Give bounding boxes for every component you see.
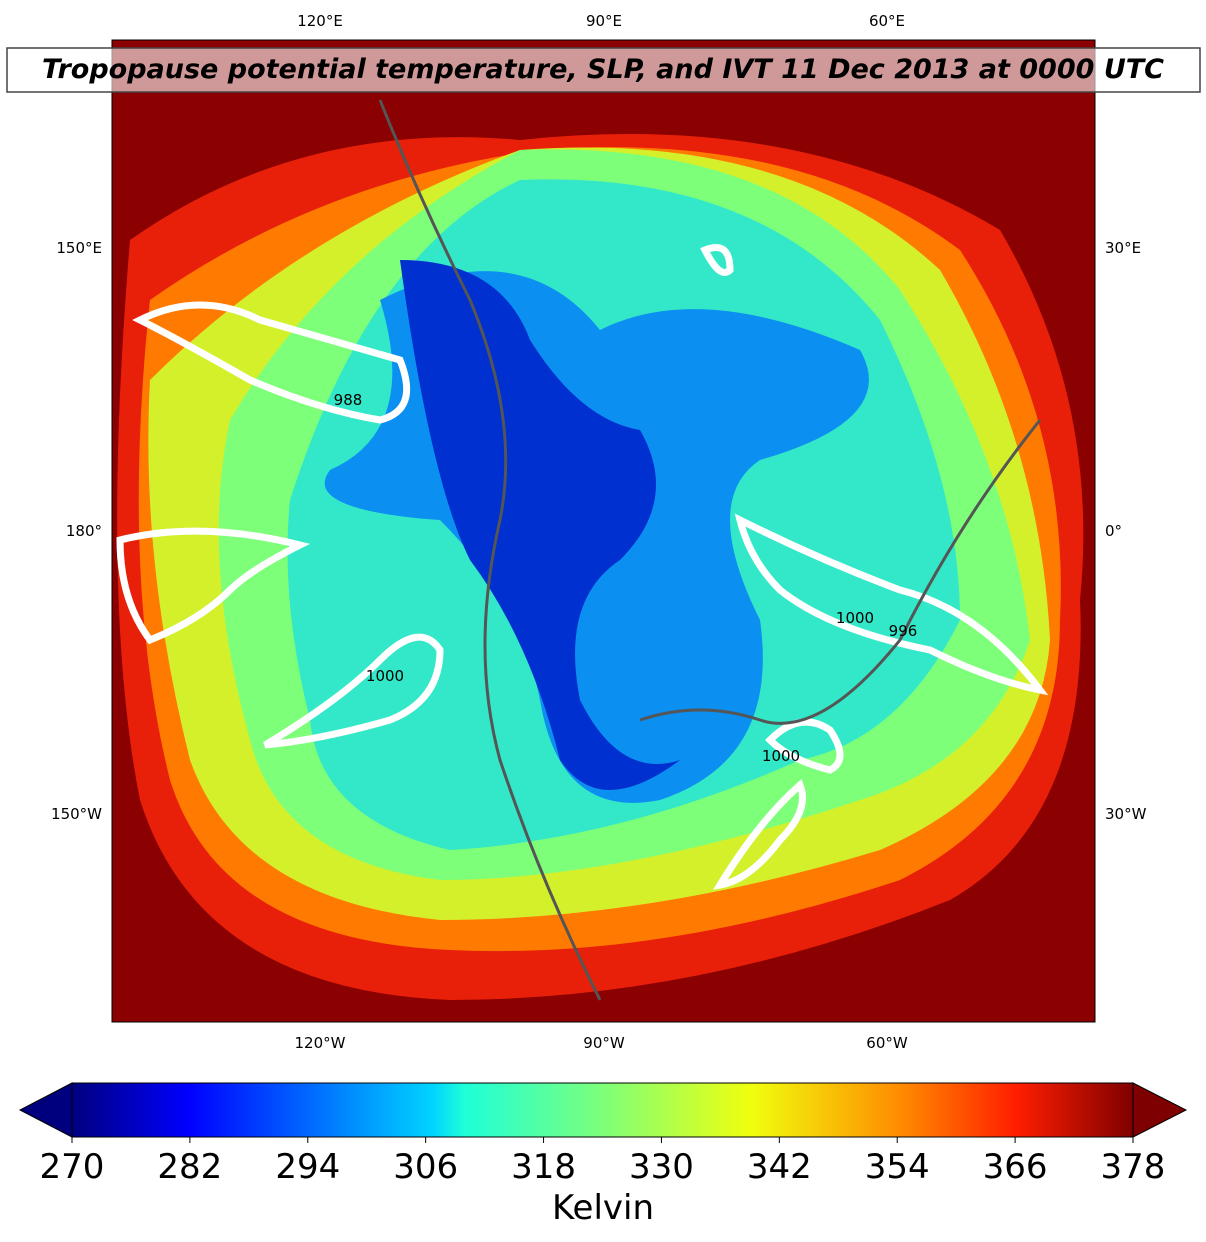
colorbar-tick-label: 270	[40, 1147, 105, 1187]
contour-label: 996	[889, 622, 918, 640]
lon-label: 180°	[66, 522, 102, 540]
contour-label: 1000	[366, 667, 404, 685]
colorbar-tick-label: 294	[275, 1147, 340, 1187]
lon-label: 90°E	[586, 12, 622, 30]
map	[112, 40, 1095, 1022]
colorbar-tick-label: 366	[983, 1147, 1048, 1187]
title: Tropopause potential temperature, SLP, a…	[42, 54, 1164, 85]
colorbar-tick-label: 378	[1101, 1147, 1166, 1187]
lon-label: 120°E	[297, 12, 343, 30]
lon-label: 0°	[1105, 522, 1122, 540]
title-box	[6, 47, 1201, 93]
colorbar-tick-label: 318	[511, 1147, 576, 1187]
lon-label: 30°E	[1105, 239, 1141, 257]
lon-label: 90°W	[583, 1034, 625, 1052]
ivt-contours	[116, 244, 1049, 890]
colorbar-tick-label: 342	[747, 1147, 812, 1187]
lon-label: 120°W	[295, 1034, 346, 1052]
colorbar-tick-label: 354	[865, 1147, 930, 1187]
lon-label: 150°E	[56, 239, 102, 257]
colorbar-label: Kelvin	[552, 1188, 654, 1228]
contour-label: 1000	[836, 609, 874, 627]
colorbar	[18, 1082, 1188, 1138]
lon-label: 150°W	[51, 805, 102, 823]
colorbar-tick-label: 330	[629, 1147, 694, 1187]
lon-label: 60°E	[869, 12, 905, 30]
lon-label: 60°W	[866, 1034, 908, 1052]
contour-label: 988	[334, 391, 363, 409]
contour-label: 1000	[762, 747, 800, 765]
colorbar-tick-label: 306	[393, 1147, 458, 1187]
colorbar-tick-label: 282	[157, 1147, 222, 1187]
lon-label: 30°W	[1105, 805, 1147, 823]
